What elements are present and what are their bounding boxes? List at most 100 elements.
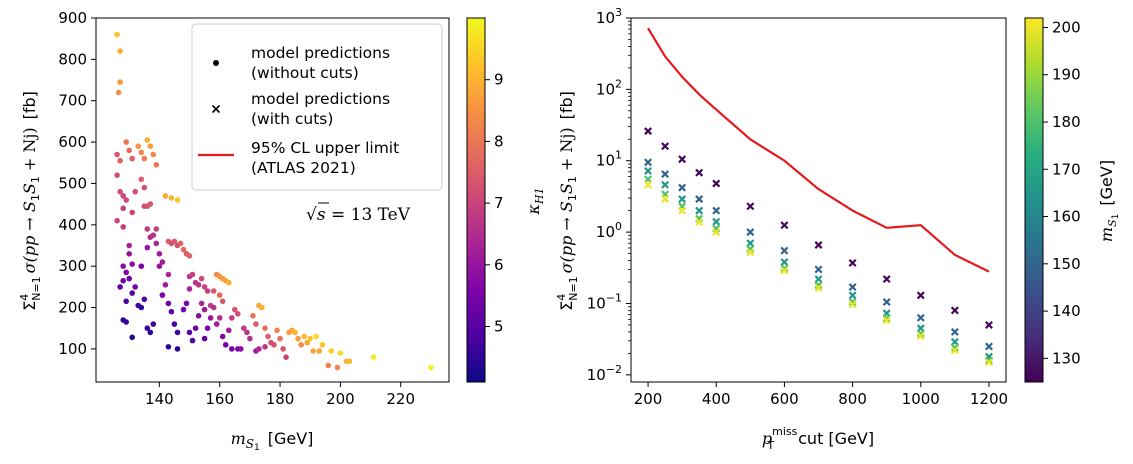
data-cross (780, 264, 789, 273)
data-cross (950, 337, 959, 346)
data-point (117, 188, 123, 195)
data-point (177, 240, 184, 247)
data-point (265, 333, 271, 340)
right-plot-frame (630, 17, 1007, 383)
data-point (186, 286, 193, 292)
data-point (295, 335, 301, 342)
data-point (141, 184, 148, 191)
data-cross (916, 313, 925, 322)
data-point (183, 300, 190, 307)
data-cross (695, 168, 704, 177)
data-cross (916, 291, 925, 300)
data-point (153, 226, 160, 232)
data-point (271, 342, 277, 348)
data-cross (984, 342, 993, 351)
data-point (229, 346, 235, 352)
data-cross (848, 258, 857, 267)
right-colorbar-ticks: 130 140 150 160 170 180 190 200 (1043, 18, 1081, 367)
data-point (313, 333, 320, 340)
data-point (238, 346, 244, 352)
data-point (126, 147, 132, 154)
data-point (337, 350, 344, 356)
data-point (129, 261, 135, 267)
data-cross (950, 343, 959, 352)
data-point (153, 162, 160, 168)
data-point (310, 348, 317, 354)
data-point (222, 342, 229, 348)
data-point (174, 329, 181, 336)
data-cross (661, 142, 670, 151)
y-tick-label: 102 (596, 77, 622, 98)
data-cross (678, 195, 687, 204)
data-point (159, 259, 166, 265)
data-point (165, 271, 172, 278)
legend-marker-cross (211, 104, 221, 114)
data-cross (984, 356, 993, 365)
colorbar-tick-label: 190 (1052, 66, 1081, 84)
data-cross (644, 180, 653, 189)
data-cross (661, 195, 670, 204)
right-colorbar-label: mS1[GeV] (1097, 160, 1121, 242)
data-point (262, 325, 268, 332)
data-point (168, 308, 175, 315)
limit-line (647, 27, 990, 273)
left-colorbar-label: κH1 (524, 187, 546, 215)
right-x-axis: 200 400 600 800 1000 1200 (634, 382, 1008, 408)
data-point (141, 155, 148, 162)
data-point (334, 364, 341, 371)
data-point (226, 327, 232, 334)
data-cross (984, 358, 993, 367)
data-point (189, 337, 196, 344)
data-point (216, 292, 223, 298)
right-colorbar (1024, 17, 1044, 383)
data-cross (882, 275, 891, 284)
left-x-axis: 140 160 180 200 220 (145, 382, 415, 408)
data-cross (712, 228, 721, 237)
data-point (274, 327, 280, 334)
data-point (129, 155, 135, 162)
data-point (201, 284, 208, 290)
data-point (138, 149, 145, 156)
legend-label-without-cuts-2: (without cuts) (251, 64, 359, 82)
data-cross (780, 258, 789, 267)
data-point (132, 284, 138, 290)
data-point (120, 193, 126, 199)
left-colorbar (466, 17, 486, 383)
data-point (235, 311, 241, 317)
x-tick-label: 600 (770, 390, 799, 408)
data-cross (746, 248, 755, 257)
data-point (195, 313, 202, 319)
data-cross (848, 283, 857, 292)
data-point (207, 315, 214, 321)
y-tick-label: 900 (58, 9, 87, 27)
data-point (117, 157, 123, 164)
data-point (210, 304, 217, 311)
data-cross (695, 206, 704, 215)
data-point (298, 342, 305, 348)
legend-label-without-cuts-1: model predictions (251, 44, 390, 62)
y-tick-label: 10−1 (587, 291, 622, 312)
y-tick-label: 800 (58, 50, 87, 68)
data-cross (678, 206, 687, 215)
data-point (147, 143, 154, 149)
data-point (159, 292, 166, 298)
data-point (153, 240, 160, 247)
x-tick-label: 400 (702, 390, 731, 408)
data-cross (695, 218, 704, 227)
data-point (144, 244, 151, 251)
data-cross (950, 346, 959, 355)
data-point (195, 282, 202, 288)
colorbar-tick-label: 5 (494, 317, 504, 335)
data-point (247, 335, 253, 342)
x-tick-label: 160 (205, 390, 234, 408)
data-point (186, 253, 193, 259)
data-point (174, 197, 181, 203)
data-point (259, 304, 265, 311)
energy-annotation: √s = 13 TeV (306, 205, 411, 225)
data-point (216, 315, 223, 321)
data-cross (848, 298, 857, 306)
data-point (253, 321, 259, 327)
data-point (180, 306, 187, 313)
